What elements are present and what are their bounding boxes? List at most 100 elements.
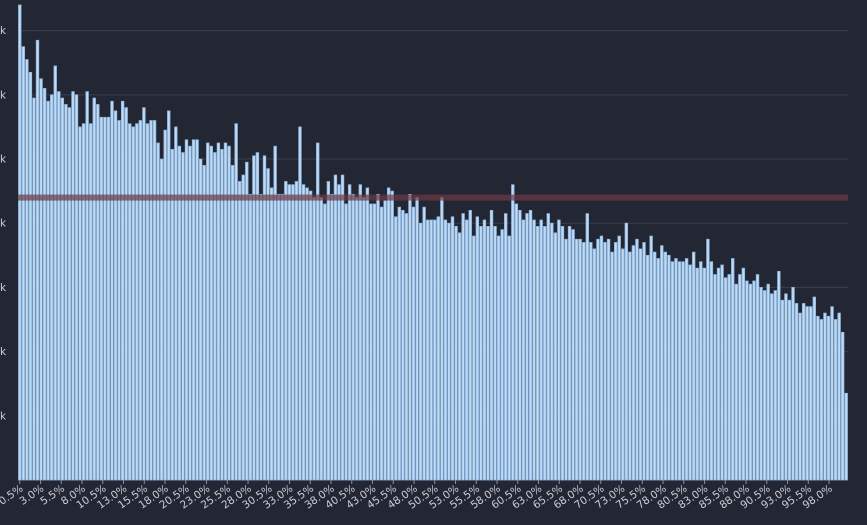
bar bbox=[631, 245, 636, 481]
bar bbox=[319, 197, 323, 481]
bar bbox=[259, 193, 263, 481]
bar bbox=[798, 312, 802, 481]
bar bbox=[649, 235, 653, 481]
bar bbox=[170, 149, 174, 481]
bar bbox=[621, 248, 625, 481]
bar bbox=[305, 187, 309, 481]
bar bbox=[21, 46, 25, 481]
bar bbox=[674, 258, 678, 481]
bar bbox=[355, 197, 359, 481]
bar bbox=[89, 123, 93, 481]
bar bbox=[440, 197, 444, 481]
bar bbox=[99, 116, 104, 481]
y-tick-label: k bbox=[0, 89, 7, 101]
reference-line bbox=[18, 194, 848, 201]
bar bbox=[504, 213, 508, 481]
bar bbox=[770, 293, 774, 481]
bar bbox=[394, 216, 398, 481]
bar bbox=[578, 238, 582, 481]
bar bbox=[50, 94, 54, 481]
bar bbox=[759, 287, 763, 481]
bar bbox=[223, 142, 228, 481]
y-tick-label: k bbox=[0, 154, 7, 166]
bar bbox=[18, 4, 22, 481]
bar bbox=[67, 107, 72, 481]
bar bbox=[365, 187, 370, 481]
bar bbox=[81, 123, 86, 481]
bar bbox=[262, 155, 267, 481]
bar bbox=[266, 168, 270, 481]
bar bbox=[294, 181, 299, 481]
bar bbox=[220, 149, 224, 481]
bar bbox=[493, 226, 497, 481]
y-tick-label: k bbox=[0, 282, 7, 294]
bar bbox=[543, 226, 547, 481]
bar bbox=[784, 293, 788, 481]
bar bbox=[684, 258, 689, 481]
bar bbox=[699, 261, 703, 481]
bar bbox=[677, 261, 682, 481]
bar bbox=[411, 206, 416, 481]
bar bbox=[794, 303, 799, 481]
bar bbox=[74, 94, 79, 481]
bar bbox=[525, 213, 529, 481]
bar bbox=[837, 312, 841, 481]
bar bbox=[404, 213, 409, 481]
bar bbox=[613, 242, 618, 481]
bar bbox=[745, 280, 749, 481]
bar bbox=[216, 142, 221, 481]
bar bbox=[489, 210, 494, 481]
bar bbox=[32, 97, 36, 481]
bar bbox=[603, 242, 607, 481]
bar bbox=[624, 222, 628, 481]
bar bbox=[390, 190, 394, 481]
bar bbox=[71, 91, 75, 481]
bar bbox=[46, 100, 50, 481]
bar bbox=[340, 174, 345, 481]
bar bbox=[819, 319, 824, 481]
bar bbox=[560, 226, 565, 481]
bar bbox=[741, 267, 746, 481]
bar bbox=[252, 155, 256, 481]
bar bbox=[755, 274, 760, 481]
bar bbox=[450, 216, 455, 481]
bar bbox=[567, 226, 572, 481]
bar bbox=[748, 283, 753, 481]
bar bbox=[816, 315, 820, 481]
bar bbox=[582, 242, 586, 481]
y-tick-label: k bbox=[0, 346, 7, 358]
bar bbox=[805, 306, 809, 481]
bar bbox=[557, 219, 561, 481]
bar bbox=[695, 267, 699, 481]
bar bbox=[383, 200, 387, 481]
bar bbox=[663, 251, 667, 481]
bar bbox=[809, 306, 813, 481]
bar bbox=[188, 145, 192, 481]
bar bbox=[60, 97, 65, 481]
bar bbox=[255, 152, 260, 481]
y-tick-label: k bbox=[0, 410, 7, 422]
bar bbox=[248, 193, 253, 481]
bar bbox=[120, 100, 125, 481]
bar bbox=[773, 290, 777, 481]
bar bbox=[344, 203, 348, 481]
bar bbox=[308, 190, 313, 481]
bar bbox=[702, 267, 707, 481]
bar bbox=[841, 331, 845, 481]
bar bbox=[606, 238, 611, 481]
bar bbox=[96, 104, 100, 481]
bar bbox=[823, 312, 827, 481]
bar bbox=[53, 65, 57, 481]
bar bbox=[291, 184, 295, 481]
bar bbox=[128, 123, 132, 481]
bar bbox=[312, 197, 316, 481]
bar bbox=[269, 187, 274, 481]
bar bbox=[496, 235, 501, 481]
bar bbox=[638, 248, 643, 481]
bar bbox=[408, 193, 412, 481]
bar bbox=[386, 187, 391, 481]
bar bbox=[117, 120, 121, 481]
bar bbox=[198, 158, 203, 481]
bar bbox=[585, 213, 589, 481]
bar bbox=[716, 267, 721, 481]
